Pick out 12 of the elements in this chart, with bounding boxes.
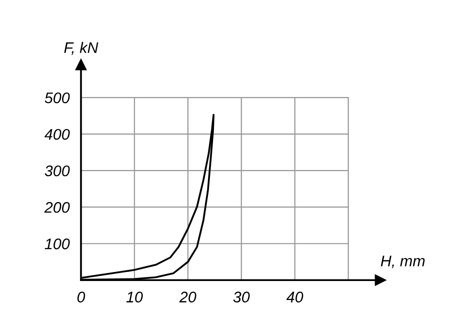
y-tick-label: 200 [44, 202, 70, 213]
x-tick-label: 40 [286, 292, 304, 302]
x-tick-label: 10 [126, 292, 143, 302]
x-tick-label: 20 [179, 292, 196, 302]
x-axis-title: H, mm [380, 256, 425, 268]
y-tick-label: 300 [44, 165, 70, 176]
y-tick-label: 500 [44, 92, 70, 104]
y-tick-label: 100 [44, 238, 70, 250]
y-tick-label: 400 [44, 128, 70, 140]
x-tick-label: 30 [233, 292, 250, 302]
x-tick-label: 0 [77, 292, 86, 302]
y-axis-title: F, kN [64, 42, 98, 55]
